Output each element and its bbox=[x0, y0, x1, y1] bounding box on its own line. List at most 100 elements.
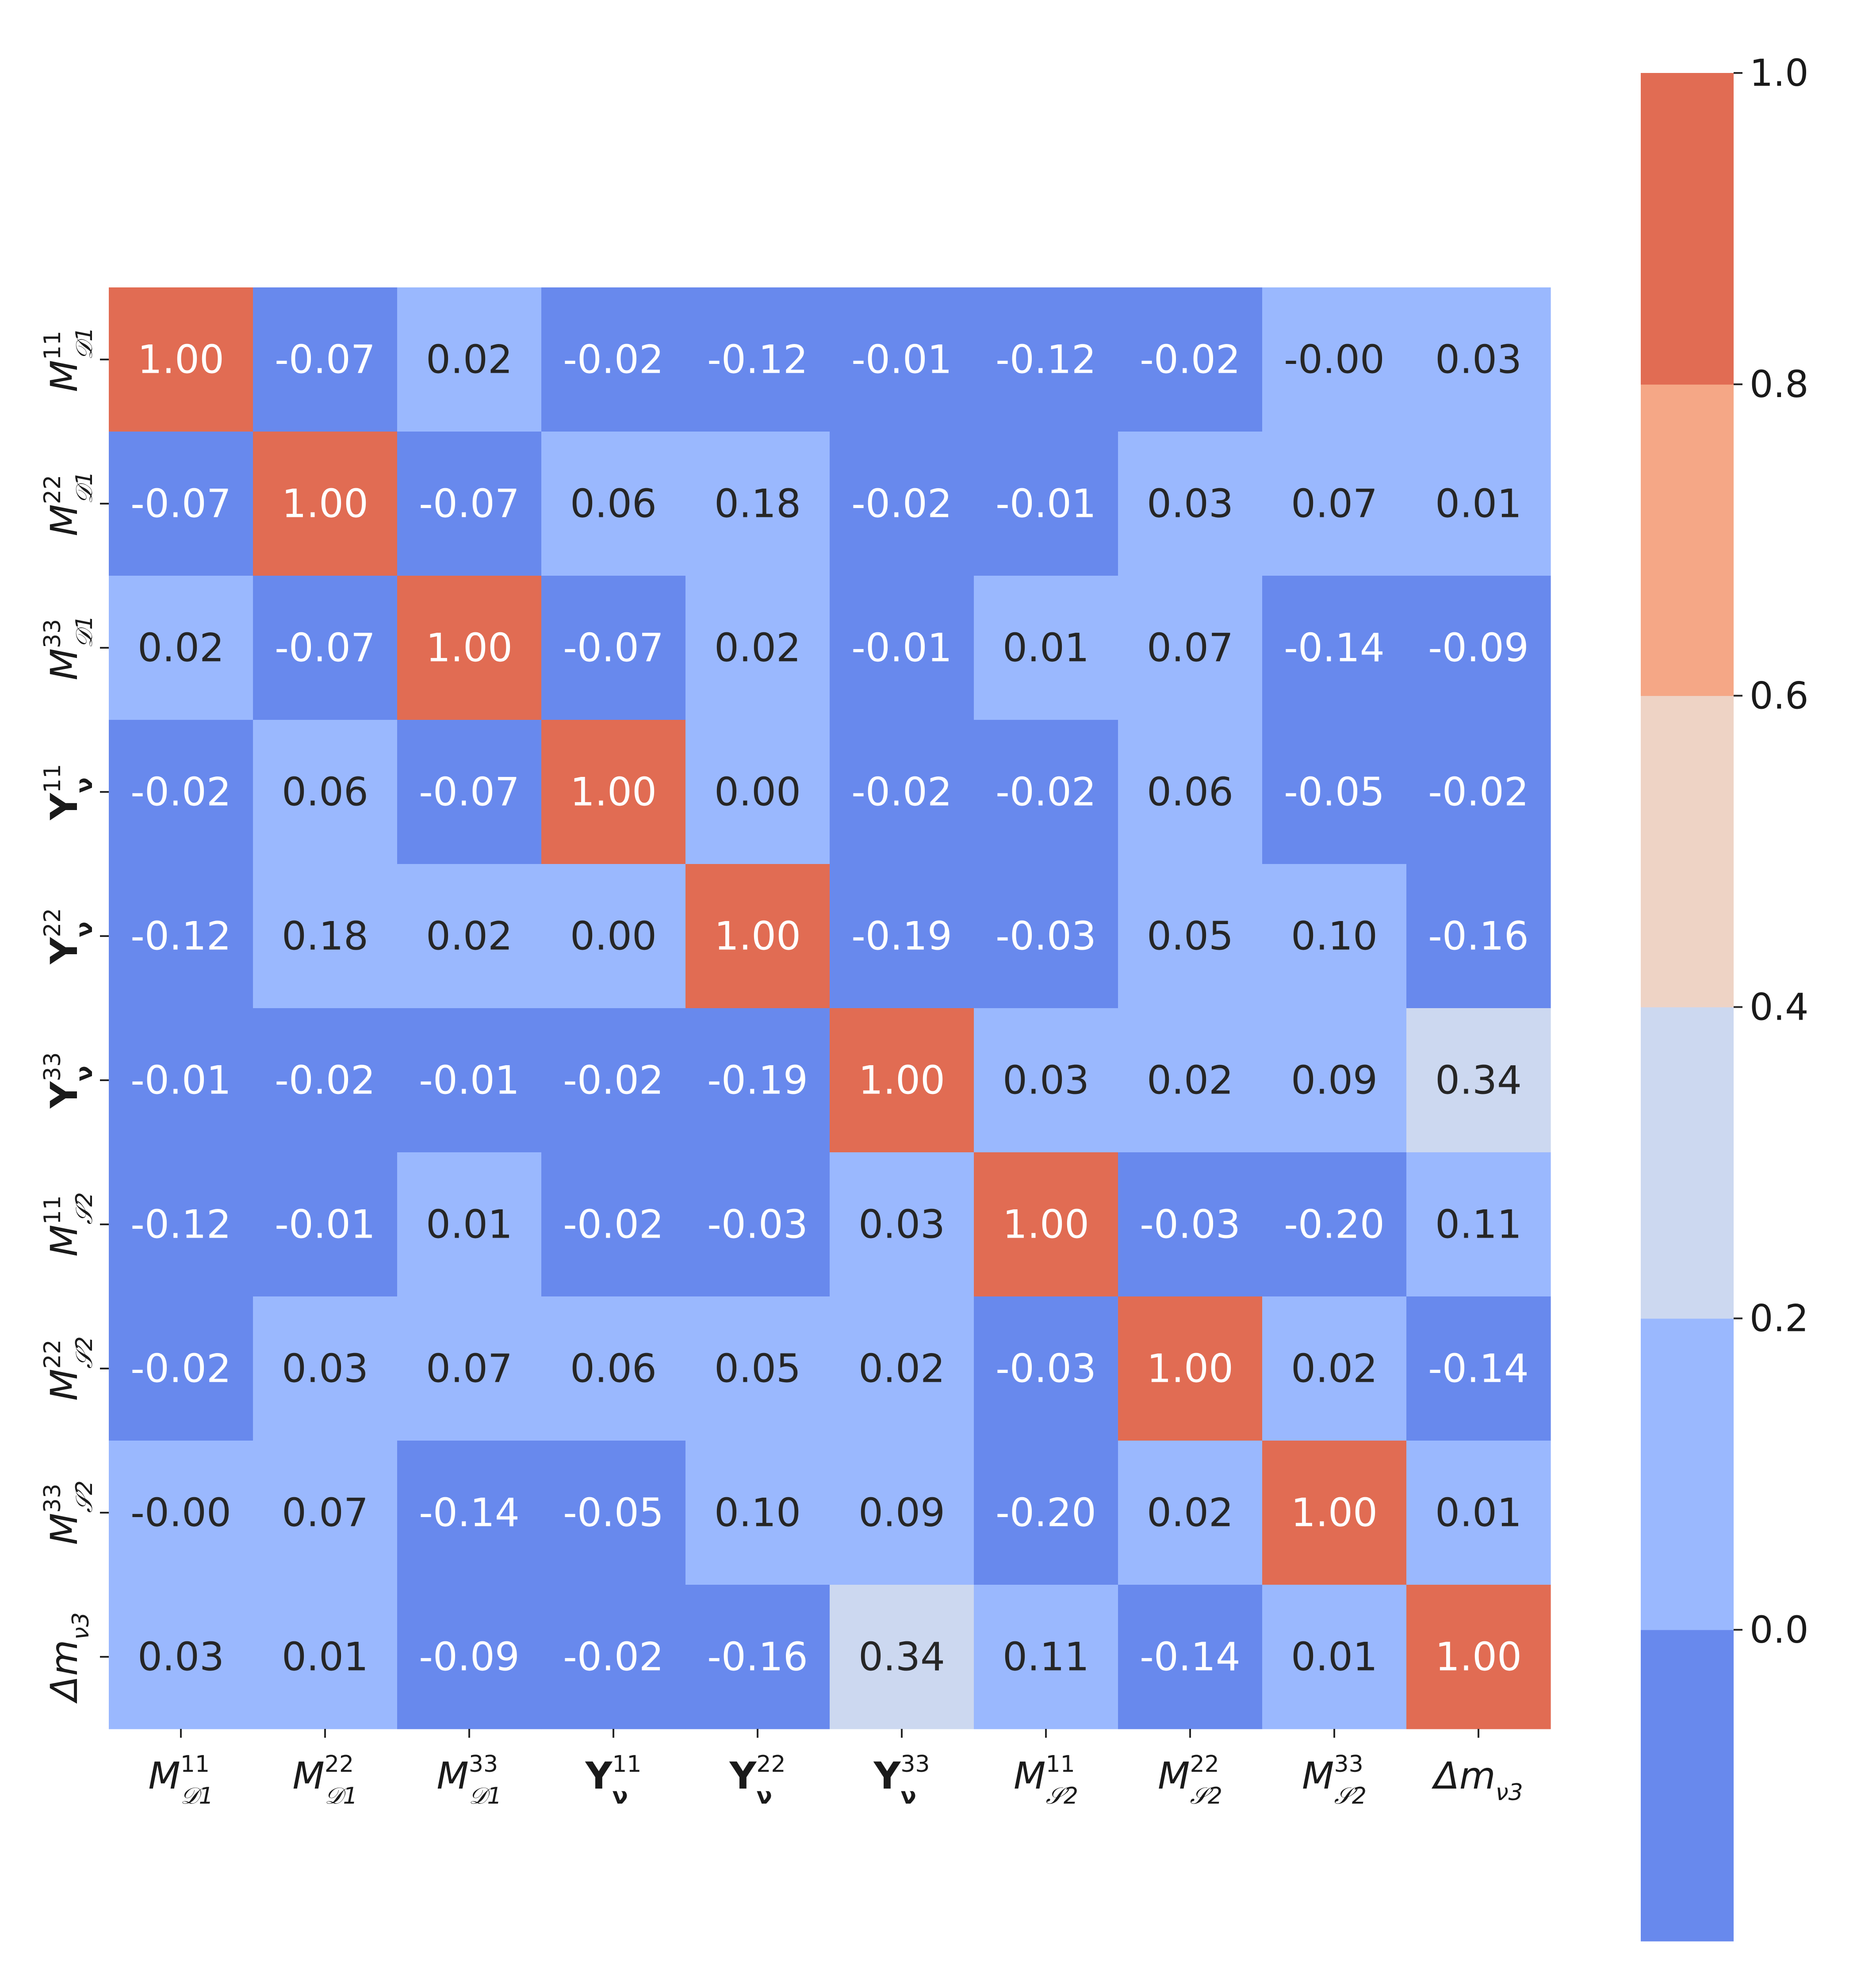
cell-value-label: 1.00 bbox=[1147, 1346, 1233, 1392]
heatmap-cell bbox=[109, 1296, 253, 1441]
cell-value-label: -0.01 bbox=[419, 1058, 520, 1103]
cell-value-label: -0.03 bbox=[996, 1346, 1096, 1392]
label-superscript: 22 bbox=[39, 475, 66, 504]
heatmap-cell bbox=[109, 720, 253, 864]
cell-value-label: 0.07 bbox=[1147, 625, 1233, 671]
heatmap-cell bbox=[253, 1152, 398, 1297]
heatmap-cell bbox=[253, 1296, 398, 1441]
cell-value-label: 1.00 bbox=[714, 914, 801, 959]
cell-value-label: -0.12 bbox=[130, 914, 231, 959]
heatmap-cell bbox=[253, 864, 398, 1009]
cell-value-label: 1.00 bbox=[1291, 1490, 1378, 1536]
label-subscript: ν bbox=[71, 1066, 98, 1081]
heatmap-cell bbox=[1118, 1152, 1263, 1297]
heatmap-cell bbox=[830, 864, 974, 1009]
cell-value-label: 0.07 bbox=[282, 1490, 368, 1536]
cell-value-label: 0.05 bbox=[1147, 914, 1233, 959]
label-subscript: ν3 bbox=[68, 1612, 94, 1640]
label-subscript: 𝒮2 bbox=[1190, 1783, 1222, 1809]
heatmap-cell bbox=[1118, 1441, 1263, 1585]
x-tick-label: M11 𝒟1 bbox=[148, 1751, 213, 1809]
heatmap-cell bbox=[974, 1008, 1118, 1153]
cell-value-label: -0.02 bbox=[563, 1634, 664, 1680]
heatmap-cell bbox=[830, 287, 974, 432]
cell-value-label: 0.05 bbox=[714, 1346, 801, 1392]
cell-value-label: 0.02 bbox=[1147, 1058, 1233, 1103]
heatmap-cell bbox=[1406, 1152, 1551, 1297]
heatmap-cell bbox=[541, 1152, 686, 1297]
label-subscript: ν bbox=[71, 921, 98, 937]
cell-value-label: 0.34 bbox=[858, 1634, 945, 1680]
label-base: Y bbox=[42, 793, 86, 821]
cell-value-label: 0.01 bbox=[1435, 481, 1522, 527]
label-superscript: 33 bbox=[469, 1751, 498, 1778]
label-base: Y bbox=[873, 1754, 901, 1797]
colorbar-bin bbox=[1641, 73, 1734, 385]
heatmap-cell bbox=[1262, 720, 1407, 864]
heatmap-cells bbox=[109, 287, 1551, 1729]
y-tick-label: M33 𝒮2 bbox=[39, 1480, 98, 1545]
label-base: M bbox=[1014, 1754, 1045, 1797]
label-superscript: 11 bbox=[39, 1195, 66, 1224]
heatmap-cell bbox=[541, 720, 686, 864]
cell-value-label: -0.12 bbox=[130, 1202, 231, 1247]
heatmap-cell-labels: 1.00 -0.07 0.02 -0.02 -0.12 -0.01 -0.12 -0.02 -0… bbox=[130, 337, 1529, 1680]
heatmap-cell bbox=[685, 432, 830, 576]
label-subscript: 𝒟1 bbox=[71, 471, 98, 504]
heatmap-cell bbox=[1262, 1152, 1407, 1297]
cell-value-label: -0.14 bbox=[1140, 1634, 1241, 1680]
heatmap-cell bbox=[685, 720, 830, 864]
cell-value-label: 0.03 bbox=[282, 1346, 368, 1392]
cell-value-label: 0.01 bbox=[1003, 625, 1089, 671]
y-tick-label: Y11 ν bbox=[39, 764, 98, 821]
heatmap-cell bbox=[974, 1441, 1118, 1585]
cell-value-label: -0.20 bbox=[996, 1490, 1096, 1536]
cell-value-label: -0.00 bbox=[130, 1490, 231, 1536]
cell-value-label: 0.00 bbox=[570, 914, 657, 959]
cell-value-label: 0.07 bbox=[426, 1346, 513, 1392]
cell-value-label: -0.01 bbox=[275, 1202, 375, 1247]
label-superscript: 11 bbox=[39, 764, 66, 793]
label-base: M bbox=[42, 648, 86, 680]
label-subscript: 𝒟1 bbox=[180, 1783, 214, 1809]
cell-value-label: -0.14 bbox=[1284, 625, 1385, 671]
heatmap-cell bbox=[685, 864, 830, 1009]
heatmap-cell bbox=[109, 1585, 253, 1729]
cell-value-label: 0.01 bbox=[282, 1634, 368, 1680]
cell-value-label: -0.01 bbox=[996, 481, 1096, 527]
heatmap-cell bbox=[974, 432, 1118, 576]
cell-value-label: -0.19 bbox=[707, 1058, 808, 1103]
heatmap-cell bbox=[685, 1152, 830, 1297]
heatmap-cell bbox=[253, 576, 398, 720]
cell-value-label: -0.05 bbox=[1284, 769, 1385, 815]
heatmap-cell bbox=[253, 1008, 398, 1153]
heatmap-cell bbox=[397, 432, 542, 576]
label-subscript: 𝒟1 bbox=[469, 1783, 502, 1809]
y-tick-label: Y33 ν bbox=[39, 1052, 98, 1109]
colorbar-bin bbox=[1641, 696, 1734, 1008]
cell-value-label: 0.18 bbox=[714, 481, 801, 527]
label-superscript: 22 bbox=[1190, 1751, 1219, 1778]
label-base: Δm bbox=[1431, 1754, 1495, 1797]
cell-value-label: 0.02 bbox=[426, 337, 513, 382]
cell-value-label: 0.09 bbox=[1291, 1058, 1378, 1103]
heatmap-cell bbox=[1262, 432, 1407, 576]
label-base: M bbox=[148, 1754, 180, 1797]
heatmap-cell bbox=[974, 576, 1118, 720]
colorbar-bin bbox=[1641, 384, 1734, 696]
label-base: Y bbox=[729, 1754, 757, 1797]
colorbar-tick-label: 1.0 bbox=[1750, 51, 1809, 95]
cell-value-label: -0.14 bbox=[1428, 1346, 1529, 1392]
label-base: Y bbox=[585, 1754, 613, 1797]
cell-value-label: 1.00 bbox=[858, 1058, 945, 1103]
label-subscript: ν3 bbox=[1496, 1779, 1523, 1806]
heatmap-cell bbox=[397, 287, 542, 432]
cell-value-label: 0.02 bbox=[858, 1346, 945, 1392]
label-base: M bbox=[1158, 1754, 1190, 1797]
y-tick-label: M33 𝒟1 bbox=[39, 615, 98, 680]
heatmap-cell bbox=[541, 864, 686, 1009]
label-superscript: 33 bbox=[39, 1052, 66, 1082]
heatmap-cell bbox=[1262, 864, 1407, 1009]
heatmap-cell bbox=[974, 287, 1118, 432]
label-superscript: 33 bbox=[900, 1751, 930, 1778]
